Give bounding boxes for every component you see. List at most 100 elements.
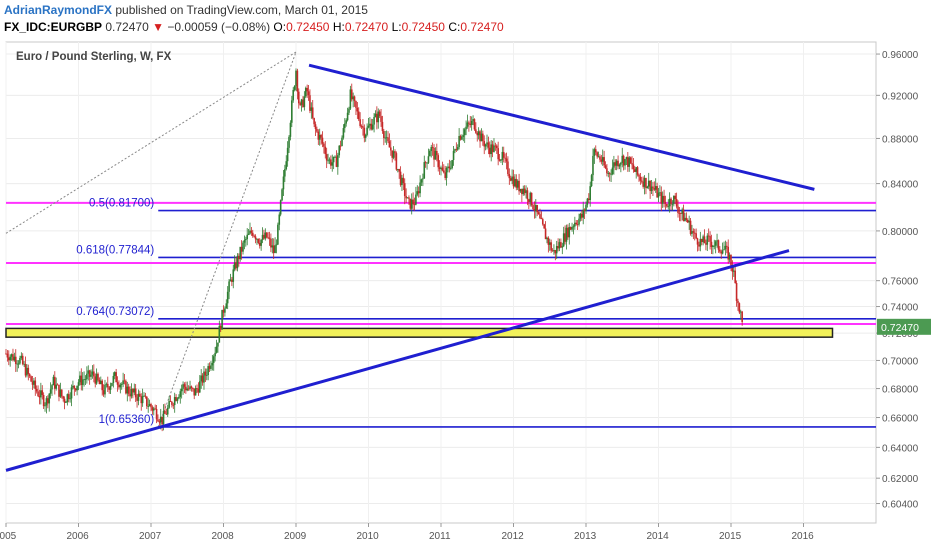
candle-body <box>490 144 492 155</box>
candle-body <box>564 233 566 242</box>
candle-body <box>260 239 262 246</box>
close-value: 0.72470 <box>460 20 504 34</box>
candle-body <box>233 262 236 270</box>
candle-body <box>279 200 282 215</box>
candle-body <box>264 232 267 239</box>
candle-body <box>412 199 414 205</box>
candle-body <box>143 395 145 397</box>
candle-body <box>572 226 575 228</box>
candle-body <box>309 95 311 111</box>
candle-body <box>327 160 329 162</box>
candle-body <box>585 204 587 211</box>
high-value: 0.72470 <box>344 20 389 34</box>
candle-body <box>356 107 359 112</box>
candle-body <box>700 238 703 243</box>
candle-body <box>192 387 194 389</box>
candle-body <box>291 100 293 123</box>
candle-body <box>660 192 663 204</box>
candle-body <box>620 162 622 165</box>
candle-body <box>409 198 412 209</box>
candle-body <box>105 383 108 385</box>
candle-body <box>162 410 165 425</box>
candle-body <box>146 396 148 407</box>
candle-body <box>151 407 154 411</box>
candle-body <box>629 157 632 163</box>
candle-body <box>86 373 88 380</box>
candle-body <box>229 279 232 282</box>
candle-body <box>70 387 73 399</box>
candle-body <box>663 195 665 202</box>
candle-body <box>726 245 728 247</box>
candle-body <box>129 393 131 397</box>
candle-body <box>30 376 32 382</box>
candle-body <box>338 145 341 156</box>
candle-body <box>451 160 453 169</box>
author-link[interactable]: AdrianRaymondFX <box>4 3 113 17</box>
candle-body <box>77 382 80 386</box>
candle-body <box>638 174 640 177</box>
candle-body <box>682 209 685 222</box>
candle-body <box>699 238 702 247</box>
symbol-name[interactable]: FX_IDC:EURGBP <box>4 20 103 34</box>
candle-body <box>132 389 134 393</box>
candle-body <box>449 168 452 169</box>
candle-body <box>359 119 361 126</box>
candle-body <box>458 135 460 148</box>
candle-body <box>470 120 473 125</box>
candle-body <box>596 152 598 157</box>
candle-body <box>277 224 279 245</box>
candle-body <box>667 206 670 208</box>
candle-body <box>516 180 519 188</box>
x-tick-label: 2014 <box>647 531 670 542</box>
candle-body <box>590 175 593 187</box>
candle-body <box>243 240 246 243</box>
candle-body <box>306 87 308 92</box>
candle-body <box>640 180 643 182</box>
candle-body <box>190 386 193 388</box>
candle-body <box>154 408 156 410</box>
candle-body <box>228 281 230 292</box>
chart-grid <box>5 41 877 524</box>
candle-body <box>540 218 543 220</box>
candle-body <box>383 131 385 139</box>
dotted-fib-line <box>157 51 297 428</box>
candle-body <box>94 376 97 384</box>
candle-body <box>157 419 159 422</box>
candle-body <box>236 255 239 269</box>
candle-body <box>371 124 374 130</box>
candle-body <box>239 246 242 260</box>
candle-body <box>295 70 297 87</box>
candle-body <box>263 234 265 239</box>
x-tick-label: 2009 <box>284 531 307 542</box>
candle-body <box>508 174 511 179</box>
fib-level-label: 0.764(0.73072) <box>76 306 154 318</box>
candle-body <box>303 96 306 107</box>
candle-body <box>334 156 336 158</box>
candle-body <box>707 235 710 237</box>
candle-body <box>525 190 527 194</box>
candle-body <box>728 254 731 260</box>
candle-body <box>430 147 433 151</box>
price-chart[interactable]: 0.5(0.81700) 0.618(0.77844) 0.764(0.73072)… <box>0 37 932 550</box>
candle-body <box>284 169 286 177</box>
candle-body <box>7 357 10 361</box>
candle-body <box>67 394 70 399</box>
fib-level-label: 1(0.65360) <box>99 414 155 426</box>
candle-body <box>604 165 607 169</box>
candle-body <box>486 142 488 145</box>
candle-body <box>734 270 736 284</box>
chart-header: AdrianRaymondFX published on TradingView… <box>4 2 924 36</box>
candle-body <box>735 283 738 301</box>
candle-body <box>56 384 59 386</box>
candle-body <box>576 224 579 225</box>
candle-body <box>473 119 476 130</box>
candle-body <box>554 250 557 254</box>
candle-body <box>171 401 173 405</box>
candle-body <box>274 245 276 254</box>
candle-body <box>703 236 706 244</box>
candle-body <box>374 113 377 117</box>
candle-body <box>307 91 310 96</box>
candle-body <box>455 149 458 150</box>
candle-body <box>281 189 283 201</box>
candle-body <box>335 156 338 167</box>
